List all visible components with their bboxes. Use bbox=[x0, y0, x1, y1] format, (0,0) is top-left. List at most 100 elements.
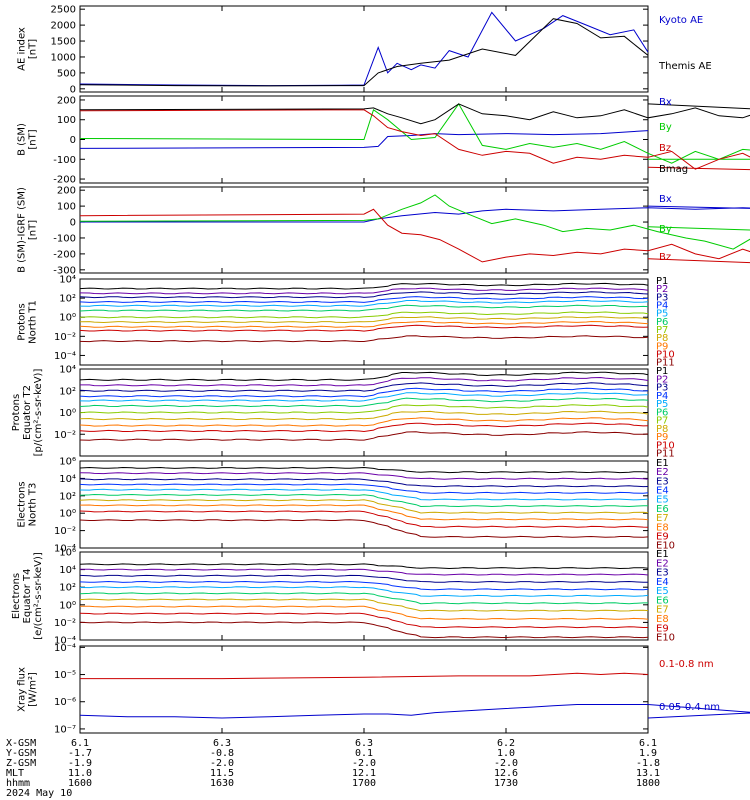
y-tick-label: -300 bbox=[53, 265, 76, 276]
channel-line-p7 bbox=[79, 311, 649, 319]
channel-line-p4 bbox=[79, 387, 649, 398]
channel-line-p2 bbox=[80, 376, 649, 387]
y-tick-label: -200 bbox=[53, 249, 76, 260]
channel-line-e8 bbox=[79, 504, 649, 521]
y-tick-label: 10⁻² bbox=[54, 618, 76, 629]
y-tick-label: 10⁻⁵ bbox=[54, 670, 76, 681]
y-tick-label: 10⁻⁴ bbox=[54, 636, 76, 647]
y-tick-label: 10⁶ bbox=[59, 548, 76, 559]
legend-entry-p4: P4 bbox=[656, 391, 668, 402]
x-value: 1700 bbox=[352, 778, 376, 789]
y-axis-label: ProtonsNorth T1 bbox=[17, 300, 39, 344]
y-tick-label: 10² bbox=[59, 491, 76, 502]
x-value: -2.0 bbox=[210, 758, 234, 769]
y-tick-label: 10⁰ bbox=[59, 600, 76, 611]
x-value: 1800 bbox=[636, 778, 660, 789]
y-tick-label: 0 bbox=[70, 84, 76, 95]
y-axis-label: ProtonsEquator T2[p/(cm²-s-sr-keV)] bbox=[11, 369, 44, 457]
y-tick-label: 10⁻⁴ bbox=[54, 351, 76, 362]
legend-entry-bz: Bz bbox=[659, 252, 671, 263]
x-value: -0.8 bbox=[210, 748, 234, 759]
x-value: 13.1 bbox=[636, 768, 660, 779]
channel-line-e3 bbox=[79, 478, 649, 488]
legend-entry-e9: E9 bbox=[656, 623, 669, 634]
legend-entry-p6: P6 bbox=[656, 407, 668, 418]
legend-entry-by: By bbox=[659, 122, 672, 133]
channel-line-e8 bbox=[79, 605, 649, 620]
x-value: 1.9 bbox=[639, 748, 657, 759]
y-tick-label: -100 bbox=[53, 233, 76, 244]
legend-entry-p8: P8 bbox=[656, 424, 668, 435]
channel-line-e10 bbox=[79, 621, 649, 639]
channel-line-p5 bbox=[79, 392, 649, 402]
panel-bsm: -200 -100 0 100 200 B (SM)[nT] Bx By Bz Bmag bbox=[17, 95, 750, 186]
y-tick-label: 10² bbox=[59, 386, 76, 397]
row-label: Y-GSM bbox=[6, 748, 36, 759]
legend-entry-e10: E10 bbox=[656, 633, 675, 644]
channel-line-e5 bbox=[79, 488, 649, 501]
panel-frame bbox=[79, 645, 649, 734]
y-tick-label: 0 bbox=[70, 135, 76, 146]
x-value: 11.5 bbox=[210, 768, 234, 779]
series-line-by bbox=[79, 194, 750, 250]
legend-entry-e4: E4 bbox=[656, 577, 669, 588]
legend-entry-by: By bbox=[659, 224, 672, 235]
channel-line-e5 bbox=[79, 586, 649, 597]
row-label: hhmm bbox=[6, 778, 30, 789]
legend-entry-e1: E1 bbox=[656, 458, 669, 469]
legend-entry-p3: P3 bbox=[656, 383, 668, 394]
channel-line-p1 bbox=[79, 282, 649, 290]
legend-entry-kyoto-ae: Kyoto AE bbox=[659, 15, 703, 26]
legend-entry-e1: E1 bbox=[656, 549, 669, 560]
x-value: 0.1 bbox=[355, 748, 373, 759]
channel-line-p3 bbox=[79, 291, 649, 299]
legend-entry-e3: E3 bbox=[656, 568, 669, 579]
channel-line-p10 bbox=[79, 324, 649, 332]
legend-entry-p4: P4 bbox=[656, 301, 668, 312]
legend-entry-e5: E5 bbox=[656, 495, 669, 506]
panel-pe: 10⁻² 10⁰ 10² 10⁴ ProtonsEquator T2[p/(cm²-s-… bbox=[11, 365, 675, 460]
y-tick-label: 10⁻² bbox=[54, 430, 76, 441]
y-tick-label: 10⁰ bbox=[59, 408, 76, 419]
row-label: X-GSM bbox=[6, 738, 36, 749]
x-value: 6.2 bbox=[497, 738, 515, 749]
y-tick-label: 200 bbox=[57, 186, 76, 197]
legend-entry-p11: P11 bbox=[656, 358, 675, 369]
y-tick-label: 10⁻² bbox=[54, 526, 76, 537]
series-line-themis-ae bbox=[79, 18, 649, 87]
panel-frame bbox=[79, 186, 649, 274]
x-axis-table: X-GSMY-GSMZ-GSMMLThhmm6.1-1.7-1.911.0160… bbox=[6, 738, 660, 799]
y-tick-label: 100 bbox=[57, 115, 76, 126]
x-value: -1.9 bbox=[68, 758, 92, 769]
y-tick-label: 200 bbox=[57, 95, 76, 106]
channel-line-e2 bbox=[79, 568, 649, 576]
y-axis-label: ElectronsEquator T4[e/(cm²-s-sr-keV)] bbox=[11, 552, 44, 640]
legend-entry-p10: P10 bbox=[656, 440, 675, 451]
legend-entry-p2: P2 bbox=[656, 374, 668, 385]
y-tick-label: 10⁻⁶ bbox=[54, 697, 76, 708]
y-axis-label: B (SM)[nT] bbox=[17, 123, 39, 156]
panel-frame bbox=[79, 5, 649, 93]
y-tick-label: 10² bbox=[59, 294, 76, 305]
x-value: 1.0 bbox=[497, 748, 515, 759]
x-value: 6.1 bbox=[639, 738, 657, 749]
legend-entry-e3: E3 bbox=[656, 476, 669, 487]
legend-entry-p10: P10 bbox=[656, 350, 675, 361]
x-value: 1730 bbox=[494, 778, 518, 789]
legend-entry-bz: Bz bbox=[659, 143, 671, 154]
y-tick-label: 10⁻⁷ bbox=[54, 724, 76, 735]
x-value: 12.1 bbox=[352, 768, 376, 779]
legend-entry-bx: Bx bbox=[659, 194, 672, 205]
y-tick-label: 1500 bbox=[51, 37, 76, 48]
y-axis-label: Xray flux[W/m²] bbox=[17, 667, 39, 712]
legend-entry-e7: E7 bbox=[656, 513, 669, 524]
y-tick-label: 2000 bbox=[51, 21, 76, 32]
legend-entry-p11: P11 bbox=[656, 449, 675, 460]
legend-entry-p7: P7 bbox=[656, 416, 668, 427]
channel-line-p5 bbox=[79, 299, 649, 307]
channel-line-p3 bbox=[79, 382, 649, 392]
channel-line-e7 bbox=[79, 499, 649, 514]
series-line-kyoto-ae bbox=[79, 11, 649, 87]
